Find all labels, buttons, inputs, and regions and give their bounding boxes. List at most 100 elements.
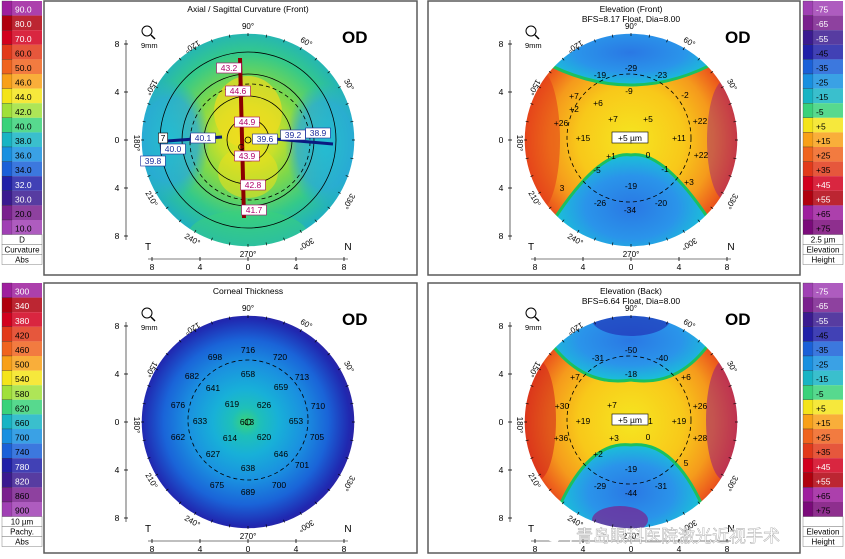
scale-footer-text: Height [811,256,835,265]
value-box [160,143,186,155]
meridian-tick [612,524,614,528]
color-swatch [1,282,13,298]
color-swatch [1,30,13,45]
map-value: -31 [655,481,668,491]
scale-value: 700 [15,433,29,443]
color-band [12,429,42,444]
color-swatch [802,146,814,162]
meridian-tick [314,219,318,223]
color-band [12,1,42,16]
meridian-tick [720,368,724,371]
meridian-tick [327,488,331,492]
meridian-tick [283,237,285,241]
meridian-tick [350,157,354,159]
scale-value: -65 [816,19,829,29]
color-band [813,502,843,517]
center-value-box [611,413,649,426]
zoom-magnifier-icon[interactable] [525,307,540,322]
color-swatch [802,176,814,191]
scale-value: 540 [15,374,29,384]
color-band [12,59,42,74]
map-value: 646 [274,449,288,459]
scale-value: +65 [816,491,831,501]
zoom-magnifier-icon[interactable] [525,25,540,40]
value-box [240,179,266,191]
color-band [12,487,42,502]
map-value: 633 [193,416,207,426]
zoom-magnifier-icon[interactable] [141,307,156,322]
color-band [12,458,42,473]
meridian-tick [710,70,714,74]
color-swatch [1,117,13,133]
meridian-tick [211,519,213,523]
value-box [190,132,216,144]
y-tick-label: 4 [499,465,504,475]
meridian-tick [229,524,231,528]
color-swatch [1,428,13,444]
meridian-tick [612,316,614,320]
meridian-tick [594,237,596,241]
scale-value: 340 [15,301,29,311]
scale-value: 620 [15,403,29,413]
meridian-tick [648,316,650,320]
meridian-tick [155,191,159,194]
y-tick-label: 8 [115,513,120,523]
color-swatch [802,88,814,104]
color-band [813,161,843,177]
meridian-tick [178,219,182,223]
meridian-tick [697,219,701,223]
map-value: -19 [625,181,638,191]
elev_back-values: -50-31 -40-18+7 +6+30 +26+7+19 +19+36 +28+2+3… [554,345,708,498]
watermark-text: 青岛眼科医院激光近视手术 [576,527,780,546]
color-swatch [1,73,13,89]
x-tick-label: 8 [725,544,730,554]
color-swatch [1,443,13,459]
color-swatch [802,312,814,327]
scale-value: 32.0 [15,180,32,190]
scale-value: 420 [15,330,29,340]
x-tick-label: 0 [629,262,634,272]
map-value: 653 [289,416,303,426]
back-elevation-center-value: +5 µm [618,415,642,425]
color-band [813,103,843,118]
scale-value: 380 [15,316,29,326]
color-swatch [802,399,814,415]
map-value: -23 [655,70,668,80]
x-tick-label: 8 [533,262,538,272]
color-band [12,132,42,147]
map-value: 658 [241,369,255,379]
axial-curvature-map [140,32,356,248]
color-band [12,103,42,118]
map-value: 698 [208,352,222,362]
color-swatch [802,458,814,473]
map-value: +3 [609,433,619,443]
color-swatch [802,161,814,177]
scale-value: 34.0 [15,165,32,175]
map-value: -20 [655,198,668,208]
scale-value: 460 [15,345,29,355]
color-band [813,117,843,133]
meridian-tick [548,206,552,210]
axial-chrome: Axial / Sagittal Curvature (Front) OD 9mm 8… [115,4,368,272]
zoom-magnifier-icon[interactable] [141,25,156,40]
map-value: 0 [646,432,651,442]
meridian-tick [178,501,182,505]
scale-footer-cell [1,254,43,265]
map-value: +30 [555,401,570,411]
meridian-tick [229,316,231,320]
color-band [12,161,42,177]
zoom-label: 9mm [525,323,542,332]
map-value: +19 [672,416,687,426]
color-swatch [1,176,13,191]
meridian-degree-label: 180° [132,135,141,152]
scale-value: 46.0 [15,78,32,88]
color-band [12,399,42,415]
value-box [234,116,260,128]
scale-value: +5 [816,403,826,413]
meridian-tick [594,321,596,325]
map-value: 659 [274,382,288,392]
nasal-label: N [727,524,734,535]
map-value: -31 [592,353,605,363]
pupil-center-marker [244,418,252,426]
